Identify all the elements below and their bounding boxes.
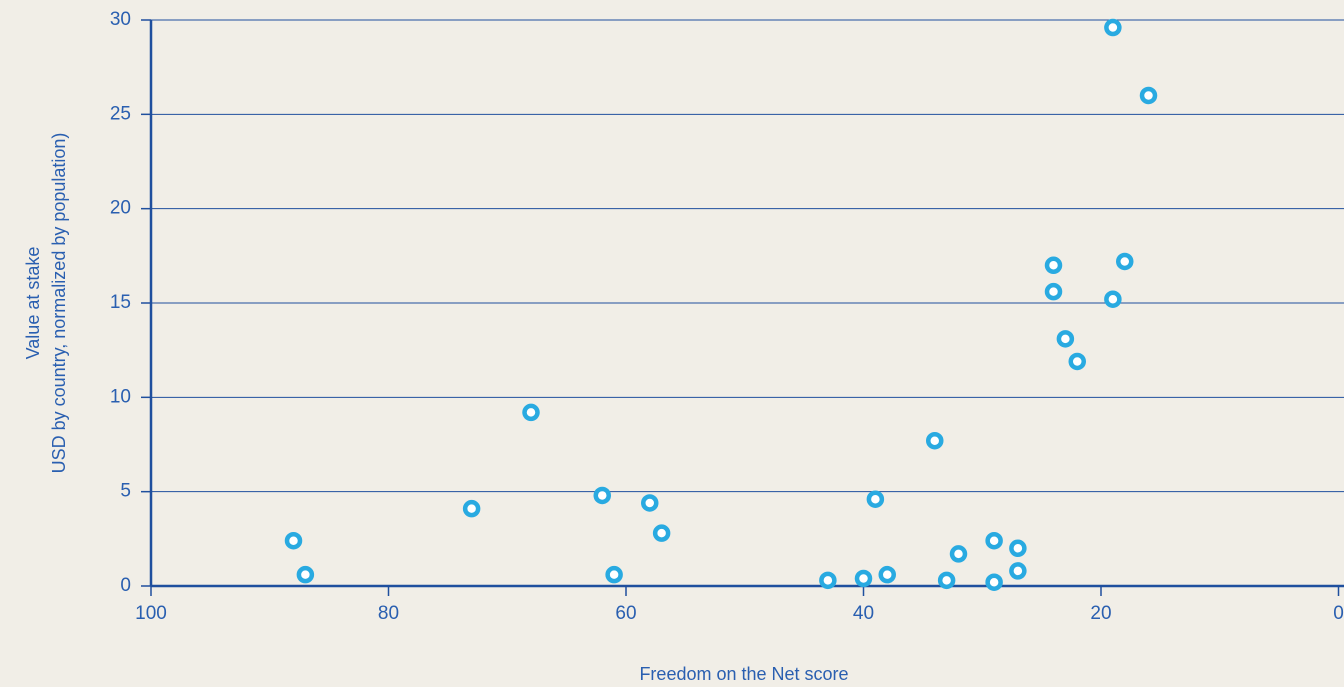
x-tick-label: 0 [1333,603,1344,624]
point [937,571,956,590]
y-axis-label-line: USD by country, normalized by population… [49,133,69,474]
point [522,403,540,422]
x-tick-label: 60 [615,603,636,624]
point [926,431,944,450]
point [866,490,885,508]
y-tick-label: 10 [110,386,131,407]
point [985,573,1003,591]
point [1009,539,1027,558]
x-tick-label: 100 [135,603,167,624]
point [1104,18,1122,37]
point [878,565,896,584]
point [641,494,659,512]
x-axis-label: Freedom on the Net score [639,664,848,684]
point [605,565,623,584]
point [819,571,837,590]
point [284,531,303,550]
point [652,524,671,542]
x-tick-label: 40 [853,603,874,624]
point [1139,86,1158,105]
y-tick-label: 25 [110,103,131,124]
x-tick-label: 80 [378,603,399,624]
y-tick-label: 20 [110,198,131,219]
y-axis-label-line: Value at stake [23,247,43,360]
point [854,569,873,588]
point [949,545,968,563]
point [1116,252,1134,271]
point [1056,330,1075,348]
point [1104,290,1122,308]
point [1044,256,1063,275]
y-tick-label: 5 [120,481,131,502]
point [1009,562,1027,580]
x-tick-label: 20 [1090,603,1111,624]
point [462,499,481,518]
y-tick-label: 0 [120,575,131,596]
y-tick-label: 30 [110,9,131,30]
point [1044,282,1063,301]
point [296,565,315,584]
y-axis-label: Value at stake USD by country, normalize… [23,133,69,474]
point [1068,352,1086,371]
point [985,531,1003,550]
y-tick-label: 15 [110,292,131,313]
point [593,486,611,505]
